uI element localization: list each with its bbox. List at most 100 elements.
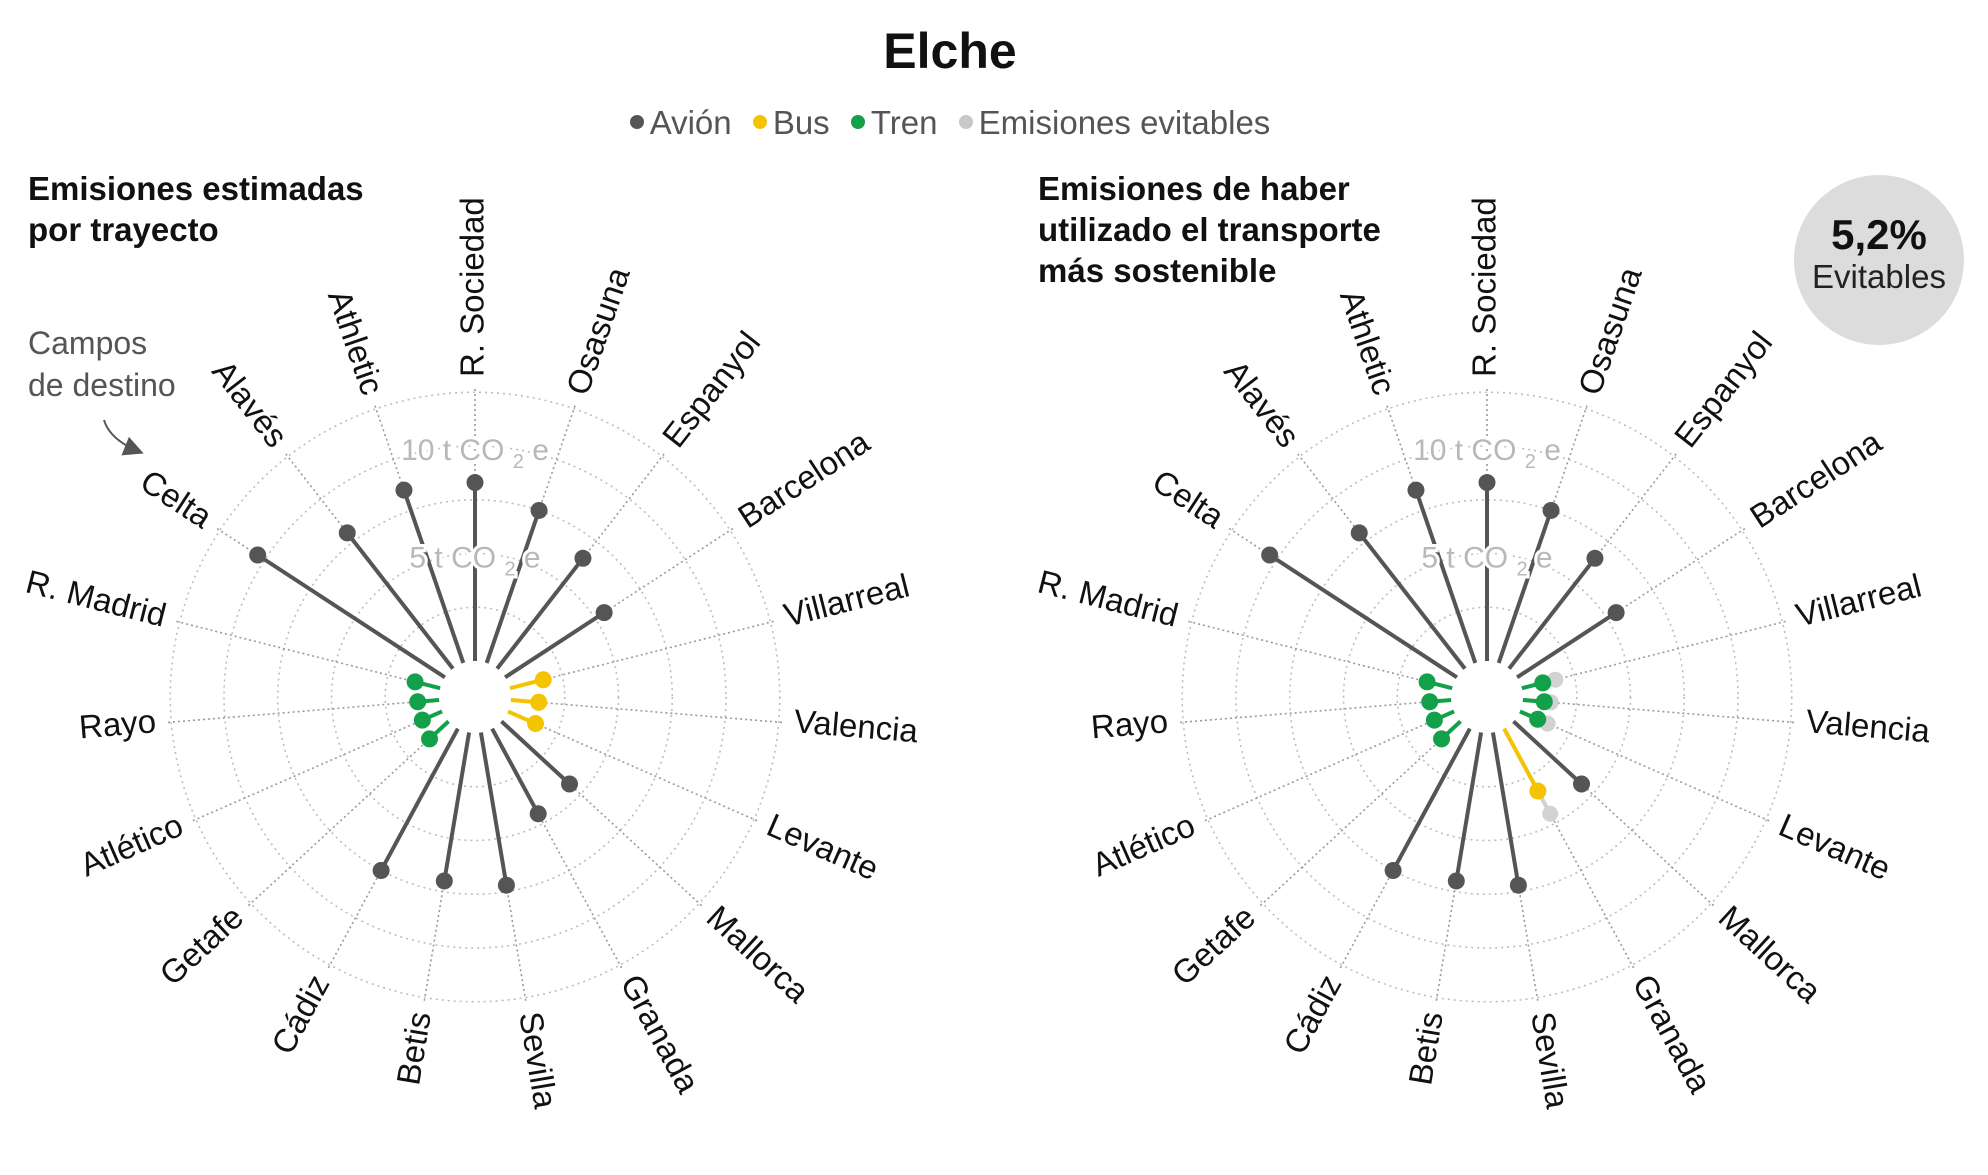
spoke-line: [1519, 710, 1772, 823]
category-label: Mallorca: [700, 898, 817, 1010]
lollipop-stem: [1496, 509, 1553, 664]
lollipop-stem: [1516, 610, 1618, 679]
grid-ring: [169, 391, 781, 1003]
grid-ring: [1396, 606, 1578, 788]
category-label: Espanyol: [655, 324, 768, 454]
lollipop-point: [395, 481, 413, 499]
legend-dot-icon: [752, 115, 767, 130]
lollipop-point: [372, 861, 390, 879]
lollipop-point: [249, 546, 267, 564]
category-label: Rayo: [1090, 702, 1170, 745]
lollipop-point: [338, 524, 356, 542]
lollipop-stem: [1507, 557, 1597, 670]
lollipop-stem: [484, 509, 541, 664]
lollipop-stem: [345, 531, 455, 670]
lollipop-point: [406, 673, 424, 691]
grid-ring: [1342, 552, 1632, 842]
right-panel-heading: Emisiones de haber utilizado el transpor…: [1038, 170, 1381, 289]
lollipop-point: [1573, 775, 1591, 793]
lollipop-stem: [442, 732, 472, 882]
lollipop-point: [595, 604, 613, 622]
lollipop-point: [527, 715, 545, 733]
lollipop-point: [1433, 730, 1451, 748]
category-label: Villarreal: [780, 566, 913, 633]
category-label: Getafe: [152, 898, 250, 992]
lollipop-point: [413, 711, 431, 729]
legend-dot-icon: [629, 115, 644, 130]
lollipop-stem: [1391, 727, 1472, 872]
category-label: Alavés: [1217, 353, 1307, 454]
lollipop-point: [1418, 673, 1436, 691]
lollipop-point: [534, 671, 552, 689]
lollipop-stem: [1502, 727, 1540, 793]
category-label: Valencia: [793, 702, 920, 749]
left-panel-heading: Emisiones estimadas por trayecto: [28, 170, 364, 248]
spoke-line: [509, 620, 776, 689]
legend-dot-icon: [958, 115, 973, 130]
spoke-line: [190, 710, 443, 823]
spoke-line: [1177, 699, 1452, 724]
lollipop-point: [1261, 546, 1279, 564]
category-label: Espanyol: [1667, 324, 1780, 454]
category-label: Osasuna: [559, 262, 637, 400]
lollipop-point: [530, 693, 548, 711]
ring-label-10: 10 t CO 2 e: [401, 434, 549, 473]
lollipop-stem: [1357, 531, 1467, 670]
chart-title: Elche: [883, 23, 1017, 79]
lollipop-stem: [379, 727, 460, 872]
avoidable-point: [1547, 671, 1564, 688]
category-label: Betis: [389, 1009, 438, 1087]
legend-label: Emisiones evitables: [978, 104, 1271, 141]
lollipop-point: [1478, 474, 1496, 492]
lollipop-stem: [1512, 719, 1583, 786]
annotation-arrow-icon: [103, 419, 144, 456]
category-label: Granada: [1625, 968, 1719, 1099]
lollipop-point: [435, 872, 453, 890]
lollipop-point: [1421, 693, 1439, 711]
lollipop-point: [530, 501, 548, 519]
lollipop-stem: [1414, 489, 1478, 664]
category-label: Levante: [1774, 806, 1896, 887]
ring-label-10: 10 t CO 2 e: [1413, 434, 1561, 473]
category-label: Celta: [1146, 462, 1231, 535]
category-label: Granada: [613, 968, 707, 1099]
spoke-line: [246, 720, 450, 908]
destination-annotation: Campos de destino: [28, 325, 176, 403]
legend-item-bus: Bus: [752, 104, 830, 142]
legend-item-avion: Avión: [629, 104, 732, 142]
category-label: Atlético: [74, 806, 188, 883]
lollipop-point: [1509, 876, 1527, 894]
lollipop-point: [1534, 674, 1552, 692]
spoke-line: [507, 710, 760, 823]
lollipop-point: [561, 775, 579, 793]
spoke-line: [1186, 620, 1453, 689]
lollipop-stem: [500, 719, 571, 786]
category-label: Barcelona: [1743, 423, 1888, 536]
legend-label: Avión: [649, 104, 732, 141]
lollipop-point: [1384, 861, 1402, 879]
grid-ring: [384, 606, 566, 788]
lollipop-point: [574, 549, 592, 567]
lollipop-point: [1542, 501, 1560, 519]
lollipop-point: [466, 474, 484, 492]
lollipop-point: [1447, 872, 1465, 890]
category-label: Sevilla: [512, 1009, 565, 1112]
lollipop-stem: [1268, 553, 1458, 679]
spoke-line: [510, 699, 785, 724]
lollipop-point: [409, 693, 427, 711]
lollipop-stem: [256, 553, 446, 679]
category-label: Valencia: [1805, 702, 1932, 749]
lollipop-stem: [504, 610, 606, 679]
lollipop-stem: [495, 557, 585, 670]
spoke-line: [1258, 720, 1462, 908]
avoidable-point: [1542, 805, 1559, 822]
category-label: Levante: [762, 806, 884, 887]
category-label: Celta: [134, 462, 219, 535]
category-label: Cádiz: [1276, 968, 1349, 1060]
lollipop-point: [1350, 524, 1368, 542]
category-label: Betis: [1401, 1009, 1450, 1087]
lollipop-stem: [478, 732, 509, 886]
lollipop-point: [1407, 481, 1425, 499]
lollipop-point: [497, 876, 515, 894]
legend: Avión Bus Tren Emisiones evitables: [0, 104, 1900, 142]
